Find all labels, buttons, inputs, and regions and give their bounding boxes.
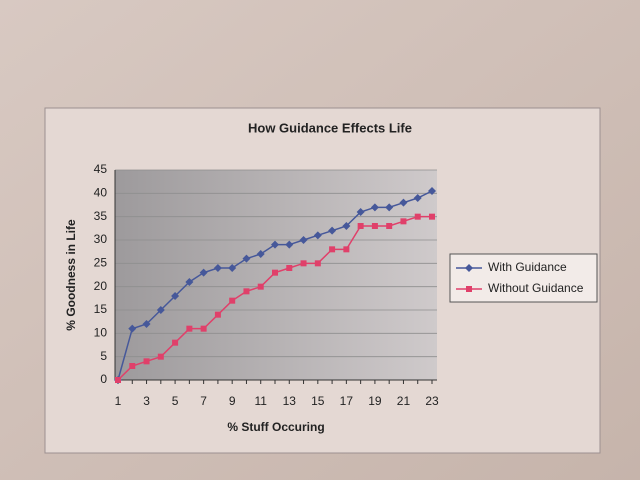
data-point	[313, 231, 322, 240]
data-point	[272, 269, 278, 276]
data-point	[213, 264, 222, 272]
y-axis-title: % Goodness in Life	[64, 219, 78, 331]
data-point	[143, 358, 150, 365]
data-point	[199, 268, 208, 277]
y-tick-label: 5	[100, 349, 107, 363]
data-point	[328, 226, 337, 235]
legend-marker	[465, 264, 473, 272]
y-tick-label: 15	[94, 302, 108, 316]
y-tick-label: 45	[94, 162, 108, 176]
y-tick-label: 35	[94, 209, 108, 223]
data-point	[356, 208, 365, 216]
data-point	[128, 324, 137, 333]
data-point	[129, 363, 136, 369]
data-point	[115, 377, 121, 383]
data-point	[200, 325, 207, 332]
data-point	[157, 353, 164, 360]
data-point	[300, 260, 307, 267]
data-point	[171, 292, 180, 300]
data-point	[428, 187, 436, 195]
legend-label: With Guidance	[488, 260, 567, 274]
data-point	[385, 203, 394, 212]
x-tick-label: 3	[143, 394, 150, 408]
legend-marker	[466, 286, 472, 292]
legend	[449, 253, 598, 303]
y-tick-label: 30	[94, 232, 108, 246]
data-point	[243, 288, 250, 295]
data-point	[271, 240, 279, 249]
data-point	[172, 339, 179, 346]
data-point	[229, 297, 236, 304]
data-point	[386, 223, 393, 229]
x-tick-label: 19	[368, 394, 382, 408]
data-point	[242, 254, 251, 263]
data-point	[142, 320, 151, 328]
x-tick-label: 11	[254, 394, 267, 408]
data-point	[357, 223, 364, 229]
x-tick-label: 17	[340, 394, 354, 408]
y-tick-label: 20	[94, 279, 108, 293]
y-tick-label: 0	[100, 372, 107, 386]
data-point	[343, 246, 350, 253]
data-point	[299, 236, 308, 244]
data-point	[429, 213, 435, 220]
data-point	[329, 246, 336, 253]
data-point	[371, 223, 378, 229]
x-tick-label: 13	[283, 394, 297, 408]
x-tick-label: 23	[425, 394, 439, 408]
data-point	[413, 194, 422, 202]
data-point	[286, 265, 293, 271]
data-point	[257, 283, 264, 290]
data-point	[314, 260, 321, 267]
data-point	[400, 218, 407, 225]
x-tick-label: 9	[229, 394, 236, 408]
x-axis-title: % Stuff Occuring	[227, 420, 324, 434]
y-tick-label: 10	[94, 326, 108, 340]
data-point	[370, 203, 379, 212]
data-point	[214, 311, 221, 318]
data-point	[156, 306, 165, 314]
legend-label: Without Guidance	[488, 281, 584, 295]
x-tick-label: 5	[172, 394, 179, 408]
data-point	[186, 325, 193, 332]
data-point	[285, 240, 294, 249]
y-tick-label: 25	[94, 256, 108, 270]
data-point	[399, 198, 408, 207]
x-tick-label: 7	[200, 394, 207, 408]
x-tick-label: 21	[397, 394, 411, 408]
y-tick-label: 40	[94, 186, 108, 200]
x-tick-label: 1	[115, 394, 122, 408]
data-point	[414, 213, 421, 220]
data-point	[185, 278, 194, 286]
data-point	[228, 264, 237, 272]
x-tick-label: 15	[311, 394, 325, 408]
chart-title: How Guidance Effects Life	[248, 120, 412, 135]
data-point	[342, 222, 351, 230]
data-point	[256, 250, 265, 258]
